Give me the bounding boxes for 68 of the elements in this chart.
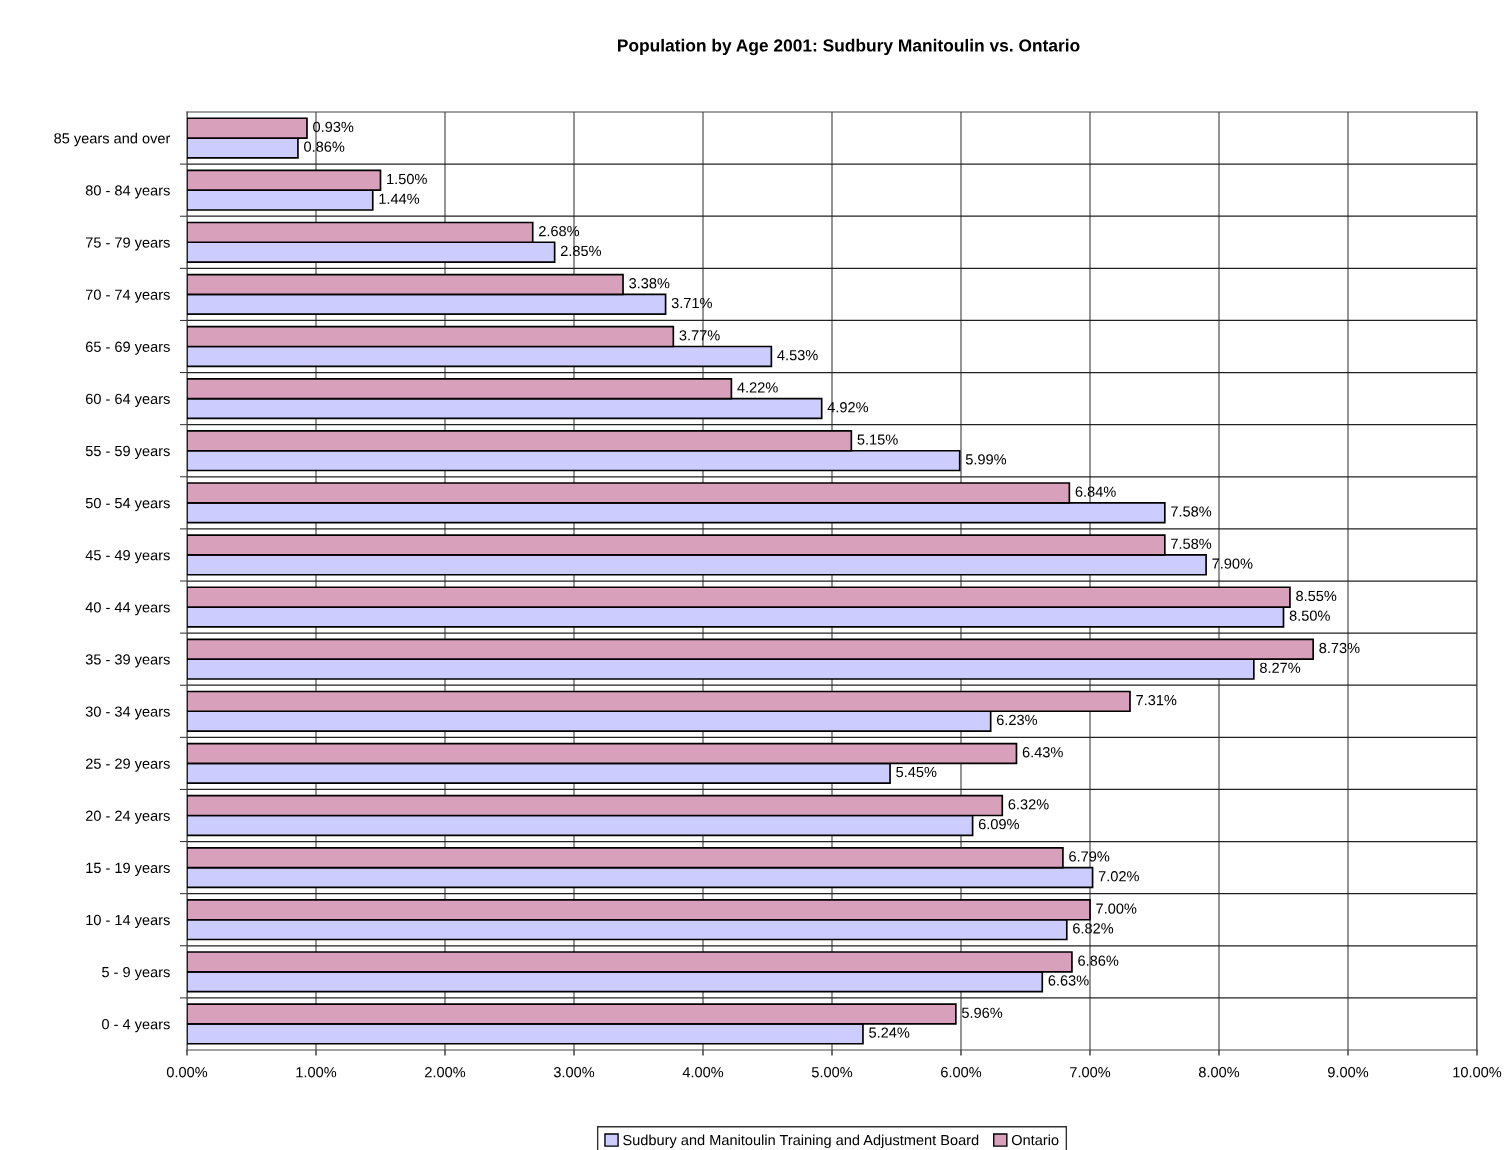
data-label: 4.53% [777,349,818,361]
y-tick-label: 5 - 9 years [102,966,170,981]
x-tick-label: 4.00% [682,1067,724,1078]
data-label: 6.43% [1022,747,1063,758]
data-label: 8.73% [1319,642,1360,654]
data-label: 6.86% [1078,955,1119,966]
x-tick-label: 1.00% [296,1067,337,1078]
x-tick-label: 5.00% [811,1067,853,1078]
legend-label: Sudbury and Manitoulin Training and Adjustment Board [623,1134,979,1149]
y-tick-label: 15 - 19 years [86,862,170,876]
data-label: 2.68% [539,225,580,237]
data-label: 7.58% [1171,506,1212,517]
data-label: 8.27% [1260,662,1301,673]
data-label: 0.86% [304,141,345,152]
y-tick-label: 55 - 59 years [85,445,170,460]
data-label: 6.32% [1008,799,1049,810]
y-tick-label: 40 - 44 years [85,602,170,616]
data-label: 5.96% [961,1007,1003,1018]
x-tick-label: 9.00% [1328,1067,1369,1078]
chart-title: Population by Age 2001: Sudbury Manitoulin vs. Ontario [618,38,1080,56]
x-tick-label: 6.00% [941,1067,982,1078]
y-tick-label: 30 - 34 years [85,706,170,720]
data-label: 5.45% [896,766,937,778]
data-label: 8.55% [1296,590,1337,602]
legend-label: Ontario [1011,1134,1059,1146]
data-label: 7.90% [1212,558,1253,569]
y-tick-label: 85 years and over [54,132,171,147]
data-label: 4.92% [827,402,869,413]
data-label: 7.31% [1136,694,1177,706]
y-tick-label: 20 - 24 years [85,810,170,824]
data-label: 6.82% [1073,923,1114,934]
y-tick-label: 60 - 64 years [85,393,170,407]
y-tick-label: 50 - 54 years [85,497,170,512]
data-label: 5.99% [965,454,1007,465]
y-tick-label: 80 - 84 years [85,185,170,199]
data-label: 6.23% [996,714,1038,726]
x-tick-label: 0.00% [166,1067,208,1078]
x-tick-label: 8.00% [1198,1067,1240,1078]
data-label: 7.02% [1098,871,1139,882]
data-label: 6.63% [1048,975,1089,986]
data-label: 6.79% [1069,851,1110,862]
data-label: 8.50% [1289,610,1330,621]
data-label: 6.09% [978,818,1019,830]
y-tick-label: 75 - 79 years [85,237,170,251]
data-label: 1.44% [379,193,420,204]
data-label: 5.24% [869,1027,910,1038]
data-label: 3.77% [679,330,720,341]
data-label: 1.50% [387,173,427,185]
x-tick-label: 3.00% [553,1067,595,1078]
y-tick-label: 25 - 29 years [85,758,170,772]
y-tick-label: 35 - 39 years [85,654,170,668]
data-label: 7.00% [1096,903,1137,914]
data-label: 4.22% [737,382,778,393]
data-label: 3.71% [671,297,712,309]
x-tick-label: 7.00% [1070,1067,1111,1078]
data-label: 5.15% [857,434,898,445]
y-tick-label: 10 - 14 years [86,914,170,929]
x-tick-label: 10.00% [1453,1067,1502,1078]
data-label: 6.84% [1075,486,1116,497]
data-label: 2.85% [560,245,602,257]
y-tick-label: 65 - 69 years [85,341,170,355]
data-label: 0.93% [313,121,354,133]
y-tick-label: 0 - 4 years [102,1019,170,1033]
y-tick-label: 70 - 74 years [85,289,170,303]
data-label: 3.38% [629,278,670,289]
x-tick-label: 2.00% [425,1067,466,1078]
y-tick-label: 45 - 49 years [85,550,170,564]
data-label: 7.58% [1171,538,1212,549]
